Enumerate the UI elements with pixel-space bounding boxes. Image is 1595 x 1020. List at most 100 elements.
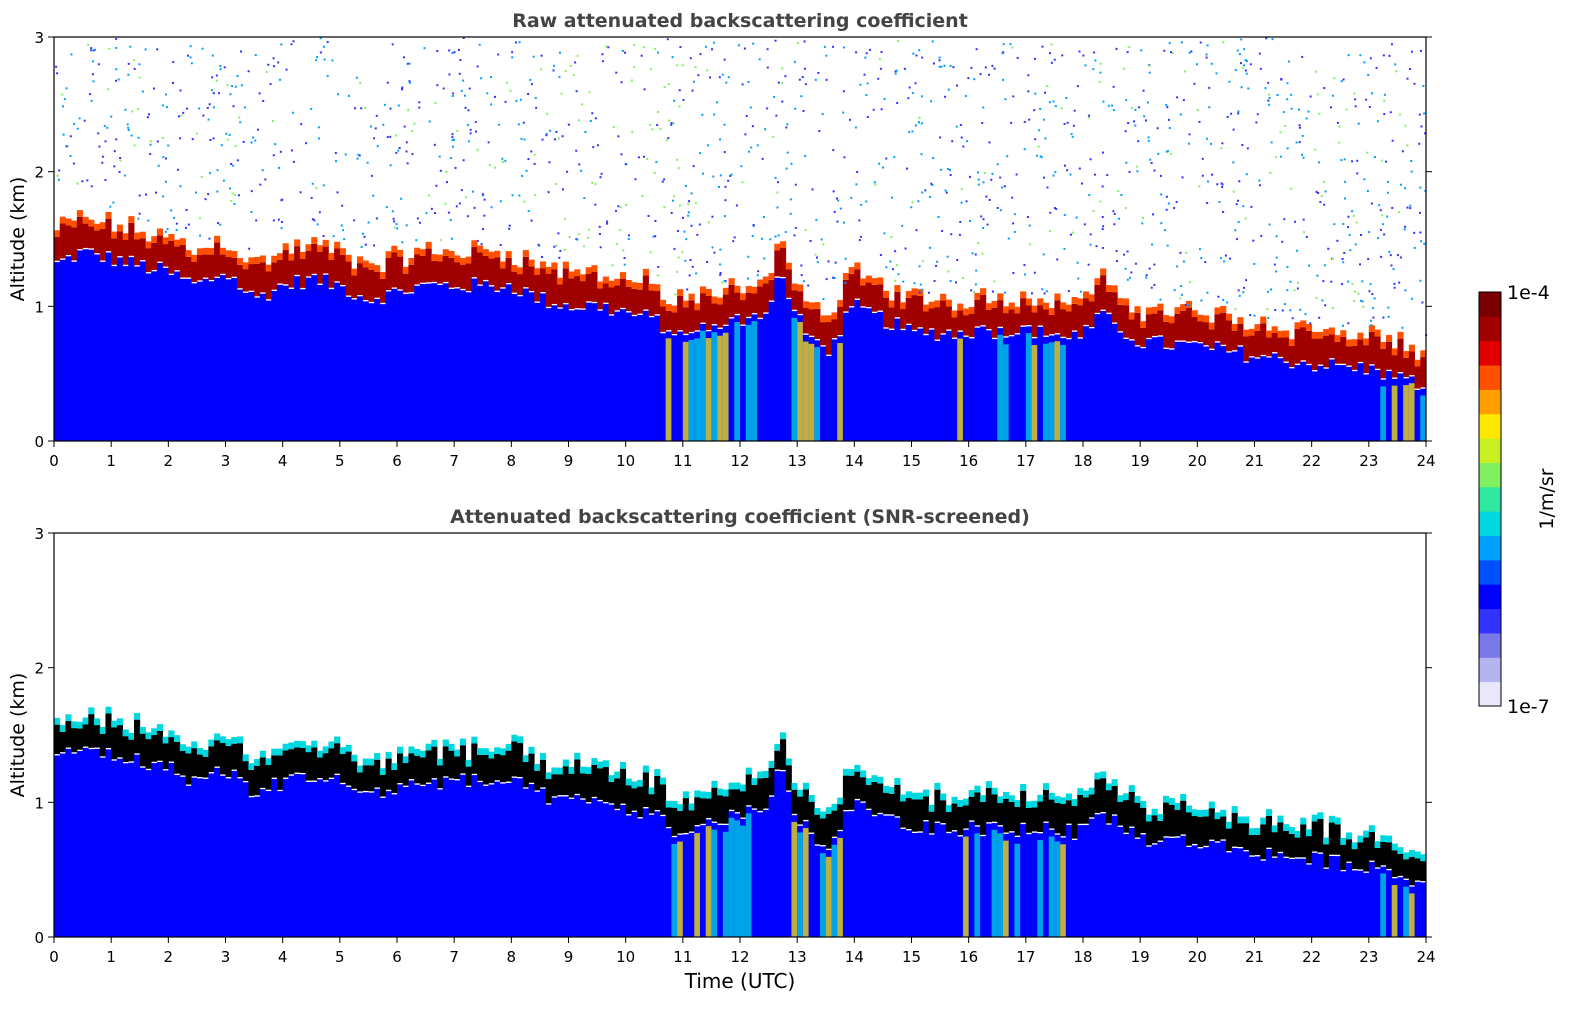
noise-pixel [982, 106, 985, 109]
y-axis-label: Altitude (km) [7, 177, 29, 302]
precipitation-streak [808, 343, 815, 441]
noise-pixel [1371, 92, 1374, 95]
cloud-layer-cell [1203, 816, 1210, 846]
cloud-edge-cell [1237, 816, 1244, 824]
boundary-layer-cell [831, 339, 838, 441]
noise-pixel [180, 114, 183, 117]
precipitation-streak [711, 332, 718, 441]
noise-pixel [1198, 248, 1201, 251]
boundary-layer-cell [259, 789, 266, 937]
noise-pixel [436, 84, 439, 87]
boundary-layer-cell [1008, 336, 1015, 441]
noise-pixel [769, 238, 772, 241]
x-tick-label: 9 [564, 452, 574, 470]
noise-pixel [408, 62, 411, 65]
boundary-layer-cell [648, 317, 655, 441]
cloud-layer-cell [1174, 313, 1181, 341]
noise-pixel [866, 82, 869, 85]
cloud-layer-cell [1283, 830, 1290, 857]
x-tick-label: 3 [221, 948, 231, 966]
cloud-edge-cell [391, 763, 398, 770]
noise-pixel [1201, 174, 1204, 177]
noise-pixel [391, 210, 394, 213]
noise-pixel [458, 72, 461, 75]
boundary-layer-cell [1208, 350, 1215, 441]
noise-pixel [152, 87, 155, 90]
noise-pixel [1304, 313, 1307, 316]
noise-pixel [1234, 68, 1237, 71]
precipitation-streak [1037, 840, 1044, 937]
noise-pixel [1042, 253, 1045, 256]
boundary-layer-cell [311, 781, 318, 937]
noise-pixel [952, 66, 955, 69]
cloud-edge-cell [1311, 331, 1318, 339]
boundary-layer-cell [1083, 326, 1090, 441]
noise-pixel [1210, 62, 1213, 65]
cloud-edge-cell [1420, 350, 1427, 358]
cloud-layer-cell [625, 785, 632, 815]
cloud-layer-cell [608, 287, 615, 315]
cloud-edge-cell [968, 306, 975, 314]
cloud-edge-cell [1397, 331, 1404, 339]
cloud-layer-cell [602, 283, 609, 303]
boundary-layer-cell [391, 288, 398, 441]
cloud-edge-cell [825, 315, 832, 323]
cloud-edge-cell [837, 299, 844, 307]
boundary-layer-cell [928, 834, 935, 937]
noise-pixel [786, 123, 789, 126]
cloud-edge-cell [162, 736, 169, 744]
boundary-layer-cell [865, 308, 872, 441]
noise-pixel [540, 255, 543, 258]
boundary-layer-cell [1363, 374, 1370, 441]
boundary-layer-cell [539, 788, 547, 937]
cloud-layer-cell [511, 741, 518, 777]
noise-pixel [1409, 204, 1412, 207]
noise-pixel [1323, 87, 1326, 90]
boundary-layer-cell [1105, 314, 1112, 441]
cloud-layer-cell [1220, 312, 1227, 345]
noise-pixel [725, 81, 728, 84]
cloud-edge-cell [511, 264, 518, 272]
cloud-layer-cell [534, 770, 541, 791]
cloud-edge-cell [499, 748, 507, 756]
noise-pixel [833, 277, 836, 280]
cloud-edge-cell [162, 237, 169, 245]
cloud-layer-cell [734, 292, 741, 314]
noise-pixel [691, 89, 694, 92]
cloud-edge-cell [448, 743, 455, 751]
cloud-edge-cell [705, 289, 712, 296]
cloud-layer-cell [322, 246, 329, 274]
noise-pixel [1076, 85, 1079, 88]
noise-pixel [568, 236, 571, 239]
noise-pixel [1208, 86, 1211, 89]
noise-pixel [1308, 264, 1310, 267]
cloud-edge-cell [477, 748, 484, 755]
noise-pixel [1038, 129, 1041, 132]
noise-pixel [1016, 57, 1019, 60]
noise-pixel [820, 238, 823, 241]
noise-pixel [1370, 324, 1373, 327]
noise-pixel [677, 167, 680, 170]
cloud-edge-cell [791, 283, 798, 291]
noise-pixel [76, 182, 79, 185]
noise-pixel [785, 126, 788, 129]
boundary-layer-cell [65, 256, 72, 441]
noise-pixel [947, 270, 950, 273]
precipitation-streak [1403, 385, 1410, 441]
boundary-layer-cell [671, 335, 678, 441]
noise-pixel [1136, 170, 1139, 173]
noise-pixel [70, 53, 73, 56]
noise-pixel [110, 115, 113, 118]
boundary-layer-cell [877, 311, 884, 441]
noise-pixel [1092, 210, 1095, 212]
precipitation-streak [991, 829, 998, 937]
cloud-edge-cell [196, 747, 204, 755]
noise-pixel [1206, 291, 1209, 294]
cloud-edge-cell [356, 256, 364, 264]
noise-pixel [1056, 258, 1059, 261]
precipitation-streak [1380, 873, 1387, 937]
cloud-layer-cell [1334, 824, 1341, 855]
cloud-edge-cell [305, 244, 312, 252]
cloud-layer-cell [568, 278, 575, 309]
cloud-layer-cell [745, 292, 752, 317]
